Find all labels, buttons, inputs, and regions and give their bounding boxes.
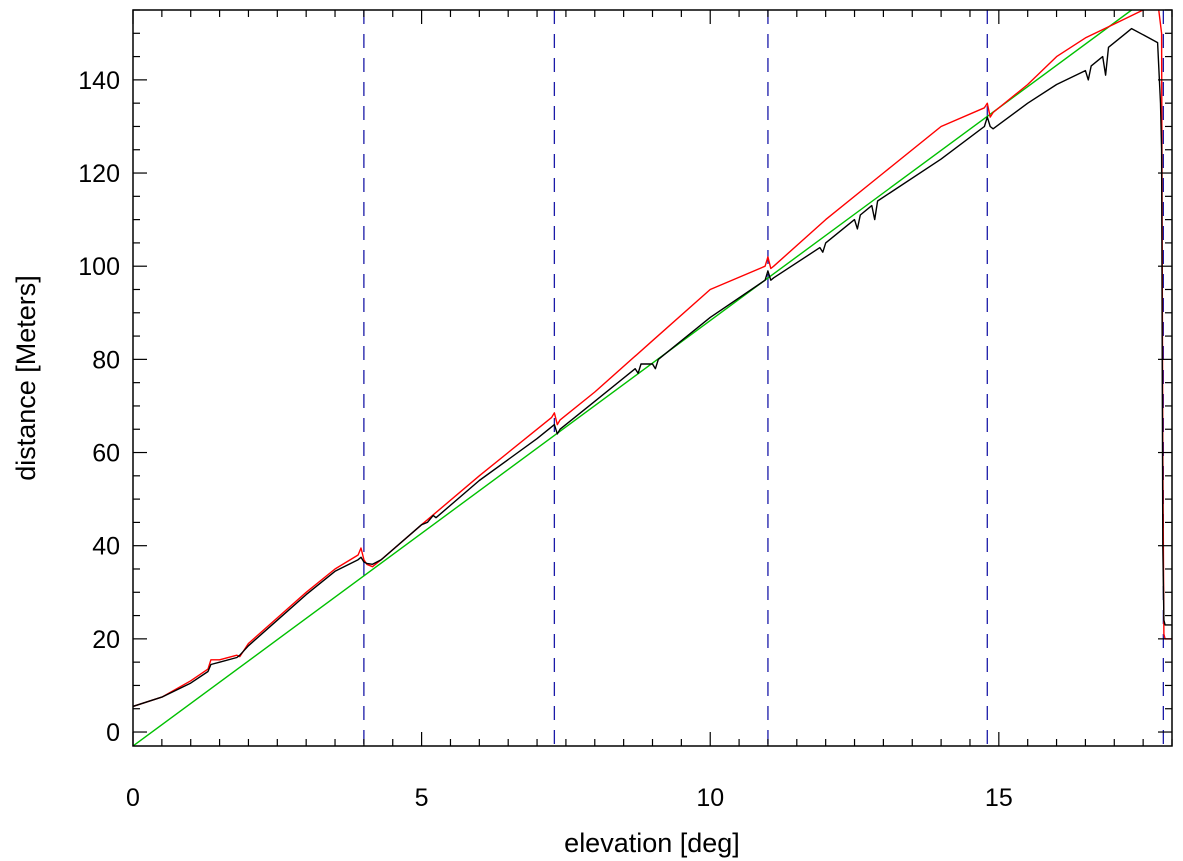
y-tick-label: 80 [92,346,120,374]
plot-frame [132,9,1173,747]
series-line-1 [133,10,1172,708]
y-tick-label: 140 [78,67,120,95]
y-tick-label: 20 [92,626,120,654]
y-tick-label: 40 [92,533,120,561]
x-axis-ticks: 0 5 10 15 [126,10,1173,812]
vertical-marker-lines [363,10,1164,746]
series-layer [133,10,1172,746]
y-tick-label: 100 [78,253,120,281]
x-axis-title: elevation [deg] [564,828,740,858]
x-tick-label: 0 [126,784,140,812]
y-tick-label: 120 [78,160,120,188]
x-tick-label: 5 [415,784,429,812]
series-line-0 [133,10,1133,746]
series-line-2 [133,27,1172,708]
x-tick-label: 15 [985,784,1013,812]
y-axis-title: distance [Meters] [11,275,41,481]
y-axis-ticks: 0 20 40 60 80 100 120 140 [78,9,1172,747]
y-tick-label: 60 [92,440,120,468]
y-tick-label: 0 [106,719,120,747]
x-tick-label: 10 [696,784,724,812]
